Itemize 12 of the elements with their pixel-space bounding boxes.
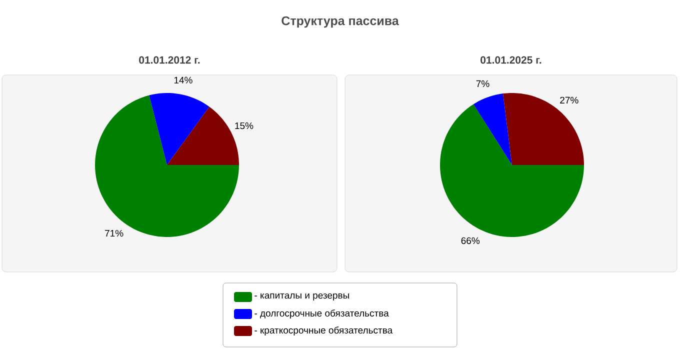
legend-label: - капиталы и резервы	[254, 293, 349, 301]
data-label: 14%	[174, 76, 192, 84]
data-label: 27%	[560, 96, 578, 104]
data-label: 66%	[461, 237, 480, 244]
chart-subtitle: 01.01.2025 г.	[480, 56, 542, 64]
legend-label: - краткосрочные обязательства	[254, 326, 393, 336]
chart-subtitle: 01.01.2012 г.	[139, 56, 200, 64]
data-label: 15%	[235, 122, 254, 130]
data-label: 71%	[105, 230, 124, 237]
data-label: 7%	[476, 80, 490, 88]
chart-title: Структура пассива	[282, 16, 399, 28]
legend-label: - долгосрочные обязательства	[254, 310, 389, 318]
